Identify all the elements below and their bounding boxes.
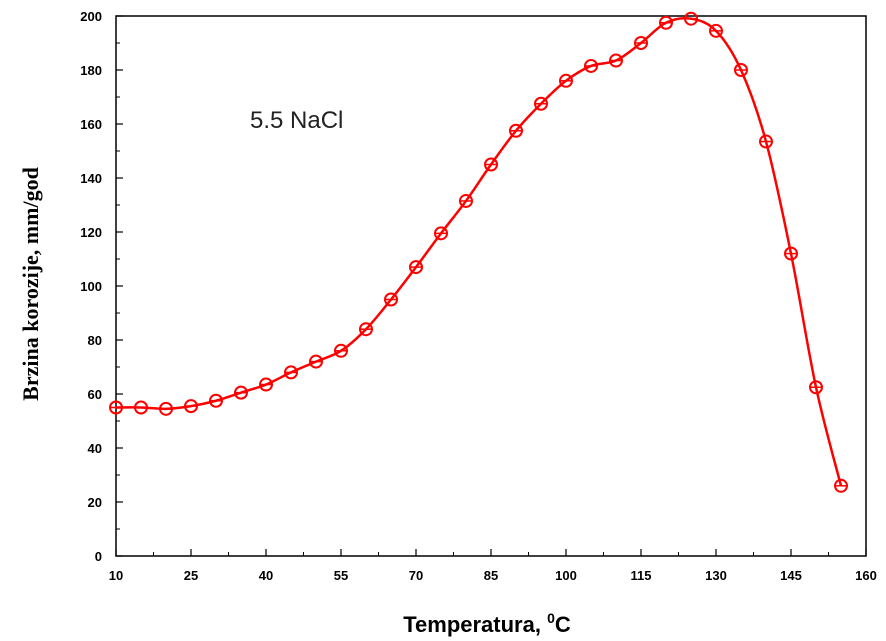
- y-tick-label: 200: [80, 9, 102, 24]
- y-tick-label: 40: [88, 441, 102, 456]
- x-axis-label: Temperatura, 0C: [403, 610, 571, 637]
- plot-frame: [115, 15, 867, 557]
- plot-area: 0 20 40 60 80 100 120 140 160 180 200 10 25 40 55 70 85 1…: [80, 9, 877, 583]
- x-tick-label: 145: [780, 568, 802, 583]
- x-tick-label: 10: [109, 568, 123, 583]
- x-tick-label: 160: [855, 568, 877, 583]
- y-tick-label: 60: [88, 387, 102, 402]
- series-line: [115, 16, 843, 487]
- annotation-label: 5.5 NaCl: [250, 107, 343, 134]
- x-tick-label: 115: [631, 568, 652, 583]
- y-tick-label: 20: [88, 495, 102, 510]
- x-tick-label: 55: [334, 568, 348, 583]
- y-tick-label: 100: [80, 279, 102, 294]
- x-tick-label: 130: [705, 568, 727, 583]
- y-tick-label: 180: [80, 63, 102, 78]
- y-tick-label: 140: [80, 171, 102, 186]
- x-axis-label-text: Temperatura,: [403, 612, 547, 637]
- y-tick-label: 80: [88, 333, 102, 348]
- x-tick-label: 100: [555, 568, 577, 583]
- x-axis-label-unit: C: [555, 612, 571, 637]
- x-axis-label-superscript: 0: [547, 610, 555, 626]
- x-tick-label: 70: [409, 568, 423, 583]
- y-axis-label: Brzina korozije, mm/god: [18, 167, 43, 401]
- y-tick-label: 0: [95, 549, 102, 564]
- x-tick-label: 40: [259, 568, 273, 583]
- x-tick-label: 25: [184, 568, 198, 583]
- y-tick-label: 160: [80, 117, 102, 132]
- y-tick-label: 120: [80, 225, 102, 240]
- x-tick-label: 85: [484, 568, 498, 583]
